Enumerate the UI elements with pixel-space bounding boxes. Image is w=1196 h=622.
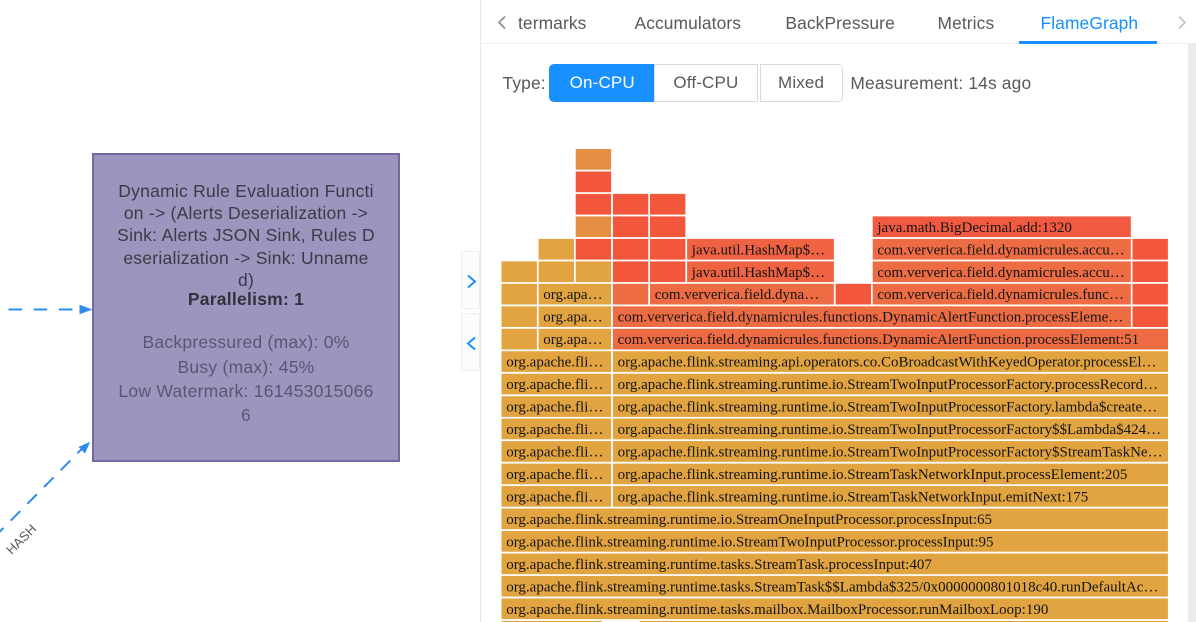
- svg-text:org.apache.fli…: org.apache.fli…: [506, 422, 603, 438]
- svg-text:org.apache.flink.streaming.run: org.apache.flink.streaming.runtime.io.St…: [618, 400, 1158, 416]
- svg-text:org.apache.fli…: org.apache.fli…: [506, 377, 603, 393]
- svg-text:com.ververica.field.dynamicrul: com.ververica.field.dynamicrules.functio…: [618, 332, 1140, 348]
- svg-text:org.apache.flink.streaming.run: org.apache.flink.streaming.runtime.io.St…: [618, 377, 1158, 393]
- svg-text:org.apache.flink.streaming.run: org.apache.flink.streaming.runtime.tasks…: [506, 579, 1158, 595]
- svg-text:java.util.HashMap$…: java.util.HashMap$…: [691, 242, 825, 258]
- svg-text:org.apache.fli…: org.apache.fli…: [506, 355, 603, 371]
- svg-text:org.apache.fli…: org.apache.fli…: [506, 467, 603, 483]
- svg-text:org.apache.flink.streaming.run: org.apache.flink.streaming.runtime.io.St…: [506, 512, 992, 528]
- svg-text:org.apa…: org.apa…: [543, 332, 602, 348]
- svg-text:java.math.BigDecimal.add:1320: java.math.BigDecimal.add:1320: [876, 220, 1072, 236]
- svg-text:HASH: HASH: [3, 521, 39, 557]
- svg-text:java.util.HashMap$…: java.util.HashMap$…: [691, 265, 825, 281]
- svg-text:org.apa…: org.apa…: [543, 310, 602, 326]
- svg-text:org.apache.flink.streaming.run: org.apache.flink.streaming.runtime.tasks…: [506, 602, 1048, 618]
- svg-text:com.ververica.field.dynamicrul: com.ververica.field.dynamicrules.functio…: [618, 310, 1124, 326]
- svg-text:com.ververica.field.dynamicrul: com.ververica.field.dynamicrules.accu…: [877, 242, 1124, 258]
- svg-text:org.apache.flink.streaming.run: org.apache.flink.streaming.runtime.io.St…: [618, 467, 1128, 483]
- svg-text:org.apache.fli…: org.apache.fli…: [506, 445, 603, 461]
- svg-text:org.apache.flink.streaming.run: org.apache.flink.streaming.runtime.io.St…: [618, 445, 1163, 461]
- svg-text:com.ververica.field.dynamicrul: com.ververica.field.dynamicrules.func…: [877, 287, 1124, 303]
- svg-text:org.apache.flink.streaming.run: org.apache.flink.streaming.runtime.io.St…: [618, 489, 1089, 505]
- svg-text:org.apache.fli…: org.apache.fli…: [506, 489, 603, 505]
- svg-text:org.apa…: org.apa…: [543, 287, 602, 303]
- svg-text:org.apache.flink.streaming.run: org.apache.flink.streaming.runtime.io.St…: [618, 422, 1162, 438]
- svg-text:com.ververica.field.dyna…: com.ververica.field.dyna…: [655, 287, 820, 303]
- svg-text:com.ververica.field.dynamicrul: com.ververica.field.dynamicrules.accu…: [877, 265, 1124, 281]
- svg-text:org.apache.flink.streaming.api: org.apache.flink.streaming.api.operators…: [618, 355, 1157, 371]
- svg-text:org.apache.flink.streaming.run: org.apache.flink.streaming.runtime.io.St…: [506, 534, 993, 550]
- svg-text:org.apache.flink.streaming.run: org.apache.flink.streaming.runtime.tasks…: [506, 557, 932, 573]
- svg-text:org.apache.fli…: org.apache.fli…: [506, 400, 603, 416]
